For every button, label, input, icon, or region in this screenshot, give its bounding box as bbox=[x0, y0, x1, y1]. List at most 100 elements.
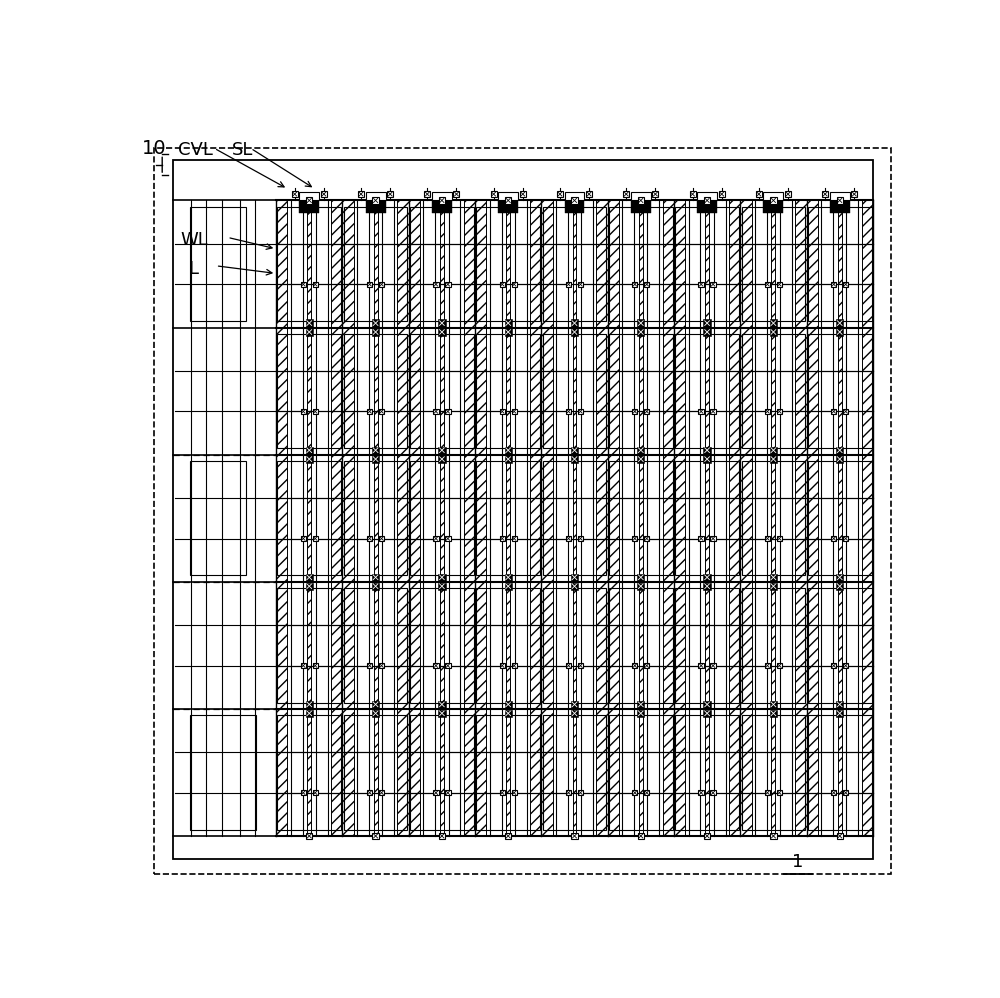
Bar bbox=[520, 192, 526, 197]
Bar bbox=[698, 663, 704, 669]
Bar bbox=[770, 583, 777, 590]
Bar bbox=[498, 201, 518, 214]
Bar bbox=[565, 201, 584, 214]
Bar bbox=[277, 461, 341, 576]
Bar bbox=[709, 582, 729, 709]
Bar bbox=[486, 455, 506, 582]
Bar bbox=[486, 709, 506, 836]
Bar bbox=[632, 281, 637, 287]
Bar bbox=[420, 327, 440, 455]
Bar bbox=[619, 201, 639, 327]
Bar bbox=[433, 663, 439, 669]
Bar bbox=[623, 192, 629, 197]
Bar bbox=[433, 790, 439, 795]
Bar bbox=[378, 455, 397, 582]
Bar bbox=[372, 319, 379, 326]
Bar bbox=[410, 461, 474, 576]
Bar bbox=[842, 709, 862, 836]
Text: WL: WL bbox=[181, 232, 209, 250]
Bar bbox=[476, 207, 540, 321]
Bar bbox=[553, 201, 573, 327]
Bar bbox=[299, 192, 319, 201]
Bar bbox=[420, 709, 440, 836]
Bar bbox=[372, 583, 379, 590]
Bar bbox=[697, 201, 717, 214]
Bar bbox=[486, 201, 506, 327]
Bar bbox=[344, 461, 407, 576]
Bar bbox=[476, 716, 540, 829]
Bar bbox=[367, 281, 372, 287]
Bar bbox=[675, 588, 739, 703]
Bar bbox=[631, 201, 651, 214]
Bar bbox=[703, 328, 711, 335]
Bar bbox=[301, 663, 306, 669]
Bar bbox=[301, 281, 306, 287]
Bar bbox=[632, 790, 637, 795]
Bar bbox=[808, 334, 872, 448]
Bar bbox=[644, 663, 649, 669]
Bar bbox=[770, 710, 777, 717]
Bar bbox=[710, 536, 716, 541]
Bar bbox=[777, 790, 782, 795]
Bar bbox=[500, 536, 505, 541]
Bar bbox=[775, 201, 795, 327]
Bar bbox=[770, 319, 777, 326]
Bar bbox=[818, 709, 838, 836]
Bar bbox=[379, 663, 384, 669]
Bar bbox=[553, 455, 573, 582]
Bar bbox=[831, 790, 836, 795]
Bar bbox=[311, 201, 331, 327]
Bar bbox=[822, 192, 828, 197]
Bar bbox=[578, 536, 583, 541]
Bar bbox=[752, 455, 771, 582]
Bar bbox=[685, 327, 705, 455]
Bar bbox=[313, 536, 318, 541]
Bar bbox=[277, 207, 341, 321]
Bar bbox=[637, 446, 644, 454]
Bar bbox=[379, 536, 384, 541]
Bar bbox=[637, 455, 644, 463]
Bar bbox=[632, 409, 637, 414]
Bar bbox=[685, 455, 705, 582]
Bar bbox=[742, 207, 805, 321]
Bar bbox=[638, 198, 644, 204]
Bar bbox=[808, 207, 872, 321]
Bar bbox=[445, 536, 451, 541]
Bar bbox=[685, 582, 705, 709]
Bar bbox=[510, 582, 530, 709]
Bar bbox=[445, 790, 451, 795]
Bar bbox=[378, 709, 397, 836]
Bar bbox=[543, 716, 606, 829]
Bar bbox=[777, 536, 782, 541]
Bar bbox=[311, 709, 331, 836]
Bar bbox=[566, 281, 571, 287]
Bar bbox=[643, 582, 663, 709]
Bar bbox=[276, 201, 873, 327]
Bar bbox=[586, 192, 592, 197]
Bar bbox=[808, 588, 872, 703]
Bar bbox=[752, 201, 771, 327]
Bar bbox=[765, 790, 770, 795]
Bar bbox=[763, 201, 783, 214]
Bar bbox=[512, 663, 517, 669]
Bar bbox=[444, 709, 464, 836]
Bar bbox=[704, 198, 710, 204]
Bar bbox=[354, 327, 374, 455]
Bar bbox=[420, 455, 440, 582]
Bar bbox=[837, 833, 843, 839]
Bar bbox=[578, 281, 583, 287]
Bar bbox=[709, 201, 729, 327]
Bar bbox=[301, 790, 306, 795]
Bar bbox=[505, 583, 512, 590]
Bar bbox=[837, 198, 843, 204]
Bar bbox=[505, 446, 512, 454]
Bar bbox=[354, 201, 374, 327]
Bar bbox=[675, 207, 739, 321]
Bar bbox=[690, 192, 696, 197]
Bar bbox=[512, 281, 517, 287]
Bar bbox=[609, 716, 673, 829]
Bar bbox=[842, 455, 862, 582]
Bar bbox=[306, 446, 313, 454]
Bar bbox=[287, 455, 307, 582]
Bar bbox=[306, 833, 312, 839]
